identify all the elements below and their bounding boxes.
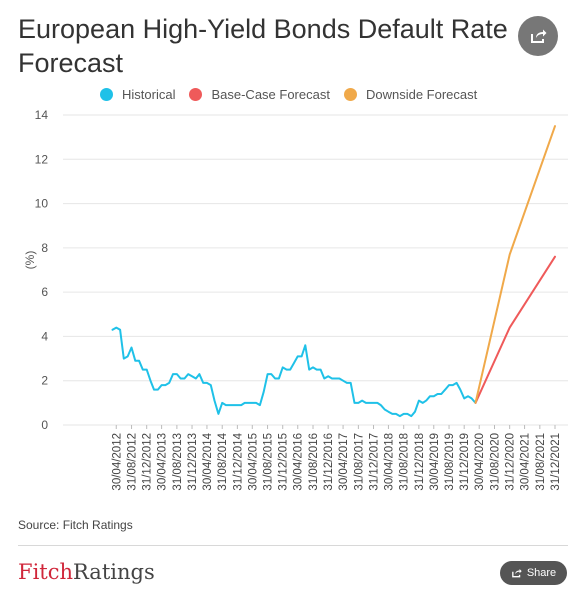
y-tick-label: 10 xyxy=(35,197,49,211)
x-tick-label: 31/08/2018 xyxy=(399,433,411,491)
y-tick-label: 0 xyxy=(41,418,48,432)
series-line-historical xyxy=(111,326,477,418)
x-tick-label: 31/08/2021 xyxy=(535,433,547,491)
x-tick-label: 31/08/2016 xyxy=(308,433,320,491)
x-tick-label: 31/08/2014 xyxy=(217,432,229,490)
share-icon xyxy=(531,29,547,43)
brand-logo: FitchRatings xyxy=(18,560,155,584)
x-tick-label: 31/12/2012 xyxy=(142,433,154,491)
x-tick-label: 31/08/2015 xyxy=(263,433,275,491)
legend-item-historical[interactable]: Historical xyxy=(100,87,175,102)
x-tick-label: 30/04/2020 xyxy=(474,433,486,491)
legend-label: Historical xyxy=(122,87,176,102)
x-tick-label: 31/08/2019 xyxy=(444,433,456,491)
x-tick-label: 31/12/2018 xyxy=(414,433,426,491)
x-tick-label: 30/04/2019 xyxy=(429,433,441,491)
share-pill-button[interactable]: Share xyxy=(500,561,567,585)
legend-marker-icon xyxy=(343,88,357,101)
legend-marker-icon xyxy=(189,88,203,101)
x-tick-label: 30/04/2013 xyxy=(157,433,169,491)
y-tick-label: 8 xyxy=(41,241,48,255)
legend-marker-icon xyxy=(100,88,113,101)
y-tick-label: 12 xyxy=(35,152,49,166)
x-tick-label: 31/12/2019 xyxy=(459,433,471,491)
x-tick-label: 31/08/2020 xyxy=(490,433,502,491)
x-tick-label: 30/04/2012 xyxy=(111,433,123,491)
x-tick-label: 31/08/2017 xyxy=(353,433,365,491)
x-tick-label: 30/04/2014 xyxy=(202,432,214,490)
share-label: Share xyxy=(526,567,557,579)
legend-label: Base-Case Forecast xyxy=(211,87,330,102)
x-tick-label: 30/04/2016 xyxy=(293,433,305,491)
chart-title: European High-Yield Bonds Default Rate F… xyxy=(18,14,508,78)
divider xyxy=(18,545,568,546)
x-tick-label: 31/12/2015 xyxy=(278,433,290,491)
x-tick-label: 31/12/2017 xyxy=(369,433,381,491)
series-line-base-case-forecast xyxy=(474,255,556,404)
x-tick-label: 30/04/2015 xyxy=(247,433,259,491)
x-tick-label: 31/08/2012 xyxy=(127,433,139,491)
x-tick-label: 31/12/2014 xyxy=(232,432,244,490)
x-tick-label: 30/04/2021 xyxy=(520,433,532,491)
x-tick-label: 31/12/2021 xyxy=(550,433,562,491)
y-tick-label: 14 xyxy=(35,108,49,122)
series-line-downside-forecast xyxy=(474,125,556,404)
legend-item-downside[interactable]: Downside Forecast xyxy=(343,87,478,102)
x-tick-label: 31/12/2020 xyxy=(505,433,517,491)
x-tick-label: 31/12/2013 xyxy=(187,433,199,491)
x-tick-label: 31/12/2016 xyxy=(323,433,335,491)
legend-label: Downside Forecast xyxy=(365,87,478,102)
legend-item-base-case[interactable]: Base-Case Forecast xyxy=(189,87,330,102)
x-tick-label: 30/04/2017 xyxy=(338,433,350,491)
share-button[interactable] xyxy=(518,16,558,56)
x-tick-label: 30/04/2018 xyxy=(383,433,395,491)
chart-legend: Historical Base-Case Forecast Downside F… xyxy=(100,87,491,102)
y-tick-label: 4 xyxy=(41,329,48,343)
y-tick-label: 6 xyxy=(41,285,48,299)
y-tick-label: 2 xyxy=(41,374,48,388)
x-tick-label: 31/08/2013 xyxy=(172,433,184,491)
share-icon xyxy=(511,569,522,578)
y-axis-label: (%) xyxy=(23,251,37,270)
source-note: Source: Fitch Ratings xyxy=(18,518,133,532)
